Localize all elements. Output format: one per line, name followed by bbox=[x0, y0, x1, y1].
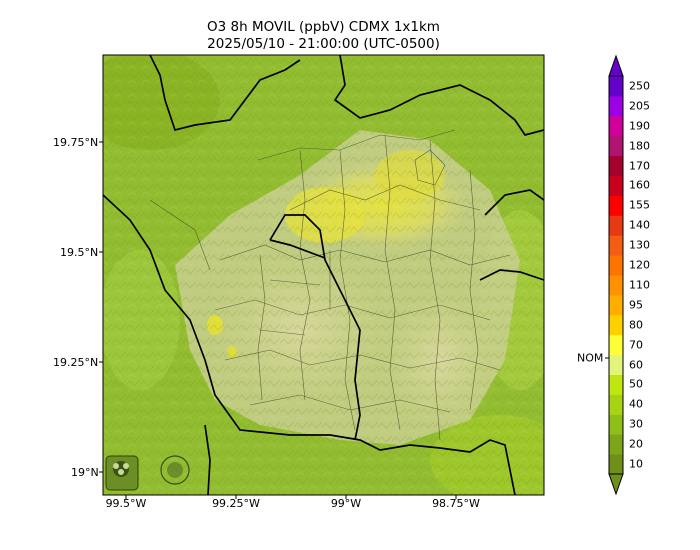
colorbar-tick-label: 170 bbox=[629, 159, 650, 173]
x-tick-label: 99°W bbox=[330, 497, 362, 510]
colorbar-segment bbox=[609, 434, 623, 455]
municipal-boundaries bbox=[149, 129, 511, 441]
axis-ticks bbox=[99, 141, 457, 499]
colorbar-tick-label: 95 bbox=[629, 298, 643, 312]
colorbar-segment bbox=[609, 255, 623, 276]
map-plot-area bbox=[103, 55, 544, 495]
colorbar-segment bbox=[609, 454, 623, 475]
colorbar-tick-label: 130 bbox=[629, 238, 650, 252]
colorbar-tick-label: 70 bbox=[629, 338, 643, 352]
colorbar-segment bbox=[609, 394, 623, 415]
x-tick-label: 98.75°W bbox=[432, 497, 480, 510]
map-frame bbox=[102, 54, 545, 496]
colorbar-tick-label: 50 bbox=[629, 377, 643, 391]
colorbar-extend-min bbox=[608, 473, 624, 496]
colorbar-segment bbox=[609, 235, 623, 256]
map-title-line2: 2025/05/10 - 21:00:00 (UTC-0500) bbox=[207, 36, 440, 52]
state-boundaries bbox=[103, 55, 544, 495]
colorbar-tick-label: 10 bbox=[629, 457, 643, 471]
colorbar-segment bbox=[609, 76, 623, 97]
y-tick-label: 19.75°N bbox=[53, 136, 99, 149]
colorbar-tick-label: 205 bbox=[629, 99, 650, 113]
x-tick-label: 99.5°W bbox=[105, 497, 147, 510]
colorbar-segment bbox=[609, 135, 623, 157]
colorbar-tick-label: 120 bbox=[629, 258, 650, 272]
colorbar-segment bbox=[609, 334, 623, 356]
colorbar-tick-label: 80 bbox=[629, 318, 643, 332]
cdmx-logo bbox=[160, 455, 190, 485]
sedema-logo bbox=[105, 455, 139, 491]
colorbar-tick-label: 180 bbox=[629, 139, 650, 153]
colorbar-tick-label: 40 bbox=[629, 397, 643, 411]
colorbar-tick-label: 30 bbox=[629, 417, 643, 431]
colorbar-segment bbox=[609, 215, 623, 236]
y-tick-label: 19°N bbox=[71, 466, 99, 479]
colorbar-segment bbox=[609, 175, 623, 196]
colorbar-tick-label: 20 bbox=[629, 437, 643, 451]
colorbar-segment bbox=[609, 294, 623, 316]
x-tick-label: 99.25°W bbox=[212, 497, 260, 510]
colorbar-outline bbox=[608, 75, 624, 475]
colorbar-segment bbox=[609, 155, 623, 176]
map-title-line1: O3 8h MOVIL (ppbV) CDMX 1x1km bbox=[207, 19, 440, 35]
colorbar-segment bbox=[609, 354, 623, 375]
colorbar-tick-label: 190 bbox=[629, 119, 650, 133]
colorbar-segment bbox=[609, 414, 623, 435]
y-tick-label: 19.25°N bbox=[53, 356, 99, 369]
colorbar-segment bbox=[609, 374, 623, 395]
colorbar-tick-label: 155 bbox=[629, 198, 650, 212]
colorbar-tick-label: 140 bbox=[629, 218, 650, 232]
colorbar-tick-label: 160 bbox=[629, 178, 650, 192]
colorbar-segment bbox=[609, 314, 623, 336]
colorbar-tick-label: 60 bbox=[629, 358, 643, 372]
colorbar-segment bbox=[609, 95, 623, 117]
colorbar-segment bbox=[609, 195, 623, 216]
colorbar-segment bbox=[609, 275, 623, 296]
y-tick-label: 19.5°N bbox=[60, 246, 99, 259]
colorbar-tick-label: 250 bbox=[629, 79, 650, 93]
nom-label: NOM bbox=[577, 351, 604, 365]
colorbar-tick-label: 110 bbox=[629, 278, 650, 292]
colorbar-segment bbox=[609, 115, 623, 137]
colorbar-extend-max bbox=[608, 54, 624, 77]
